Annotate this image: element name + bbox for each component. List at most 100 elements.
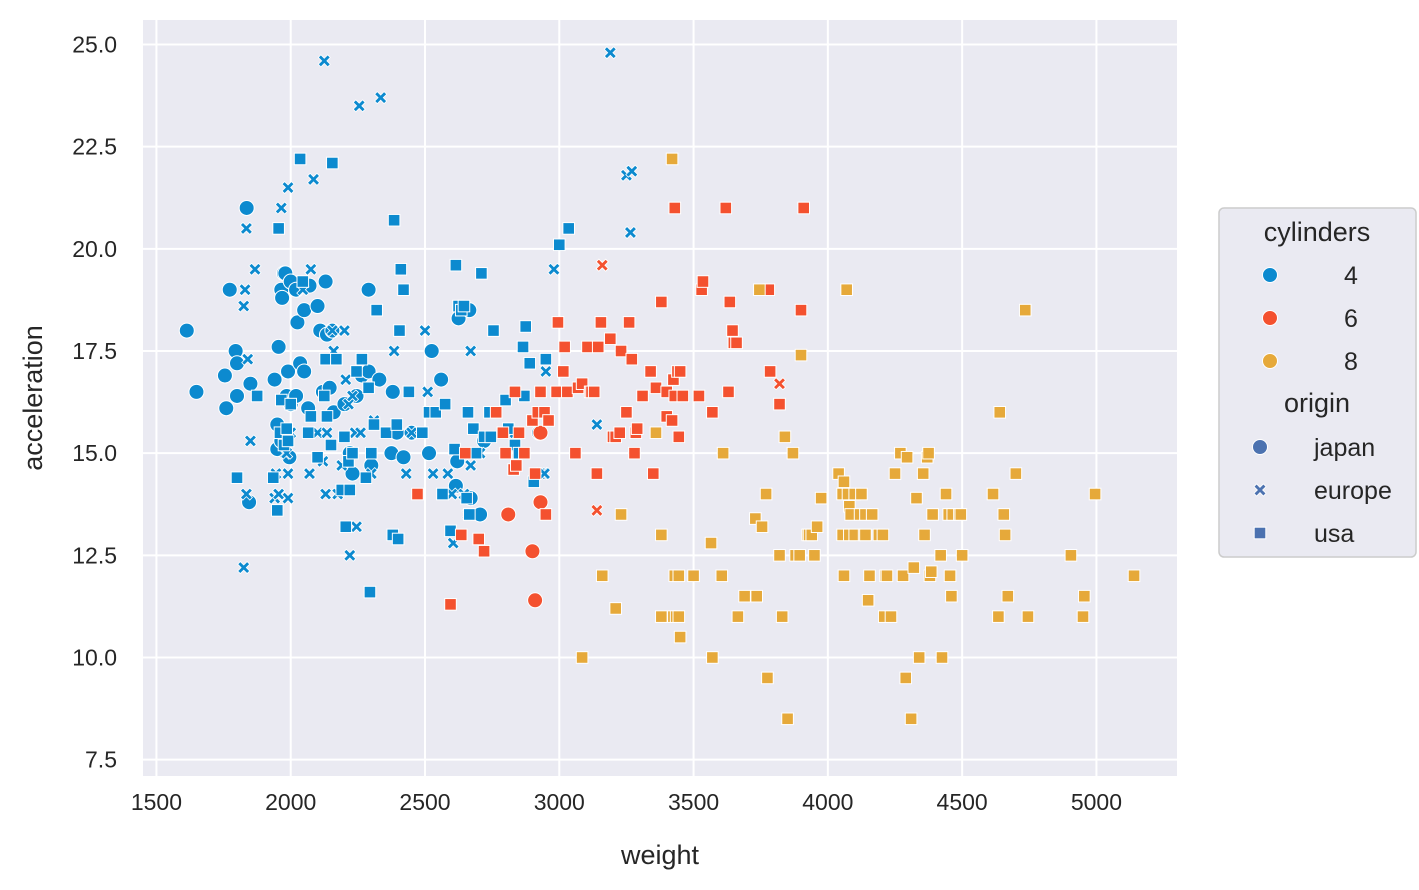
data-point (587, 385, 601, 399)
data-point (738, 589, 751, 603)
legend-title-origin: origin (1284, 388, 1350, 418)
data-point (551, 316, 565, 329)
data-point (861, 593, 875, 607)
data-point (281, 491, 295, 505)
data-point (523, 356, 537, 370)
x-tick-label: 3000 (534, 789, 585, 815)
data-point (239, 221, 253, 235)
data-point (296, 363, 313, 380)
data-point (458, 446, 472, 460)
x-tick-label: 3500 (668, 789, 719, 815)
data-point (418, 324, 432, 338)
data-point (289, 314, 306, 331)
data-point (863, 569, 876, 583)
data-point (534, 385, 547, 399)
data-point (390, 418, 404, 431)
legend-marker-japan (1252, 439, 1268, 455)
data-point (614, 344, 628, 358)
y-tick-label: 20.0 (72, 236, 117, 262)
data-point (438, 397, 452, 411)
legend-label-japan: japan (1313, 434, 1375, 462)
data-point (512, 426, 526, 440)
data-point (394, 262, 408, 276)
data-point (692, 389, 706, 403)
data-point (319, 352, 332, 366)
data-point (723, 295, 737, 309)
data-points (178, 46, 1141, 726)
data-point (518, 446, 531, 460)
data-point (884, 610, 898, 623)
data-point (649, 426, 663, 440)
data-point (672, 569, 686, 583)
data-point (272, 222, 285, 235)
y-tick-label: 15.0 (72, 440, 117, 466)
legend-title-cylinders: cylinders (1264, 217, 1371, 247)
x-tick-label: 5000 (1071, 789, 1122, 815)
data-point (475, 267, 488, 280)
data-point (500, 506, 517, 523)
data-point (230, 471, 244, 484)
data-point (516, 340, 530, 354)
grid-lines (143, 20, 1177, 776)
data-point (309, 298, 326, 315)
data-point (532, 494, 549, 511)
data-point (900, 450, 914, 464)
data-point (575, 651, 589, 664)
data-point (421, 385, 435, 399)
data-point (945, 589, 958, 603)
data-point (423, 343, 440, 360)
data-point (896, 569, 910, 583)
marker-legend-entries: japan europe usa (1252, 434, 1392, 548)
data-point (772, 377, 787, 391)
data-point (384, 383, 401, 400)
data-point (487, 324, 500, 337)
data-point (457, 299, 471, 313)
data-point (614, 508, 628, 521)
data-point (655, 528, 668, 542)
data-point (250, 389, 264, 403)
legend-marker-europe (1253, 483, 1267, 497)
data-point (955, 549, 969, 562)
data-point (865, 508, 879, 521)
data-point (591, 340, 605, 354)
data-point (363, 585, 377, 599)
data-point (397, 283, 410, 297)
color-legend-entries: 4 6 8 (1262, 262, 1358, 376)
data-point (266, 471, 280, 484)
data-point (910, 491, 923, 505)
x-axis-label: weight (620, 840, 700, 870)
data-point (444, 524, 457, 538)
data-point (943, 569, 957, 583)
data-point (557, 365, 570, 378)
data-point (367, 418, 381, 431)
data-point (371, 371, 388, 388)
data-point (706, 651, 719, 664)
legend-marker-cyl-6 (1262, 310, 1278, 326)
data-point (293, 152, 307, 166)
data-point (916, 467, 930, 480)
data-point (519, 320, 533, 333)
data-point (912, 651, 926, 664)
data-point (630, 422, 644, 435)
data-point (907, 561, 921, 574)
data-point (416, 426, 429, 440)
data-point (374, 91, 388, 105)
data-point (552, 238, 566, 252)
data-point (668, 201, 682, 215)
data-point (888, 467, 902, 480)
data-point (561, 385, 574, 399)
data-point (810, 520, 824, 534)
data-point (859, 528, 872, 542)
data-point (687, 569, 700, 583)
data-point (467, 422, 480, 435)
data-point (395, 449, 412, 466)
data-point (759, 487, 773, 501)
data-point (539, 352, 553, 366)
data-point (786, 446, 800, 460)
data-point (359, 471, 373, 484)
data-point (360, 281, 377, 298)
data-point (542, 414, 555, 427)
data-point (793, 549, 806, 562)
data-point (411, 487, 424, 501)
data-point (731, 610, 745, 623)
